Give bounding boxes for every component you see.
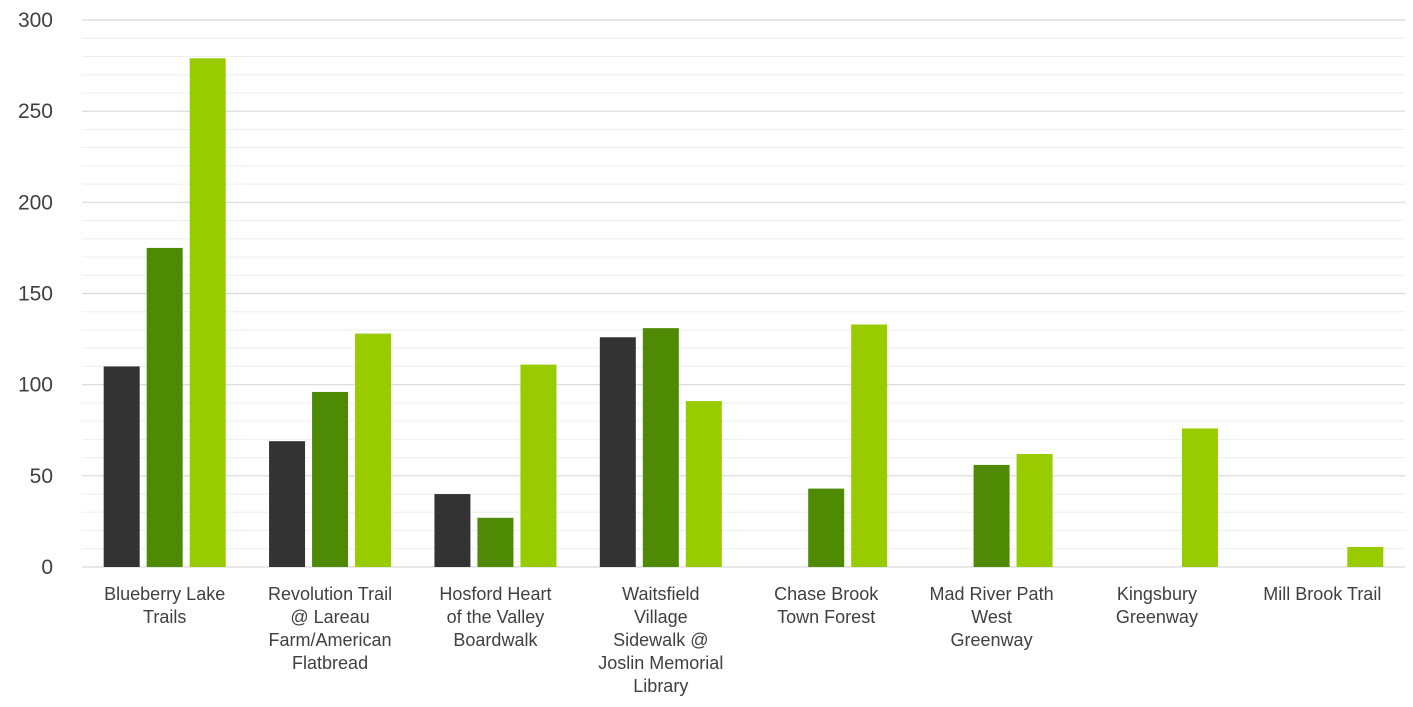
x-category-label: Hosford Heart of the Valley Boardwalk [439, 584, 551, 650]
bar [434, 494, 471, 567]
bar [520, 364, 557, 567]
x-category-label: Blueberry Lake Trails [104, 584, 225, 627]
x-category-label: Waitsfield Village Sidewalk @ Joslin Memori… [598, 584, 723, 696]
bar [477, 517, 514, 567]
bar [599, 337, 636, 567]
bar [973, 464, 1010, 567]
y-tick-label: 250 [18, 100, 53, 123]
x-category-label: Mill Brook Trail [1263, 584, 1381, 604]
bar [808, 488, 845, 567]
bar [103, 366, 140, 567]
x-category-label: Chase Brook Town Forest [774, 584, 879, 627]
bar [1181, 428, 1218, 567]
x-category-label: Kingsbury Greenway [1116, 584, 1198, 627]
bar [189, 58, 226, 567]
x-category-label: Mad River Path West Greenway [930, 584, 1054, 650]
bar [312, 391, 349, 567]
bars [103, 58, 1384, 567]
y-axis: 0 50 100 150 200 250 300 [18, 9, 53, 579]
bar [269, 441, 306, 567]
bar [685, 401, 722, 567]
y-tick-label: 200 [18, 191, 53, 214]
bar [146, 247, 183, 567]
bar [355, 333, 392, 567]
x-category-label: Revolution Trail @ Lareau Farm/American Fla… [268, 584, 392, 673]
y-tick-label: 300 [18, 9, 53, 32]
x-axis: Blueberry Lake Trails Revolution Trail @ La… [104, 584, 1381, 696]
y-tick-label: 0 [41, 556, 53, 579]
y-tick-label: 50 [30, 465, 53, 488]
bar [1347, 546, 1384, 567]
y-tick-label: 100 [18, 374, 53, 397]
bar [851, 324, 888, 567]
y-tick-label: 150 [18, 283, 53, 306]
bar [642, 328, 679, 567]
bar [1016, 453, 1053, 567]
